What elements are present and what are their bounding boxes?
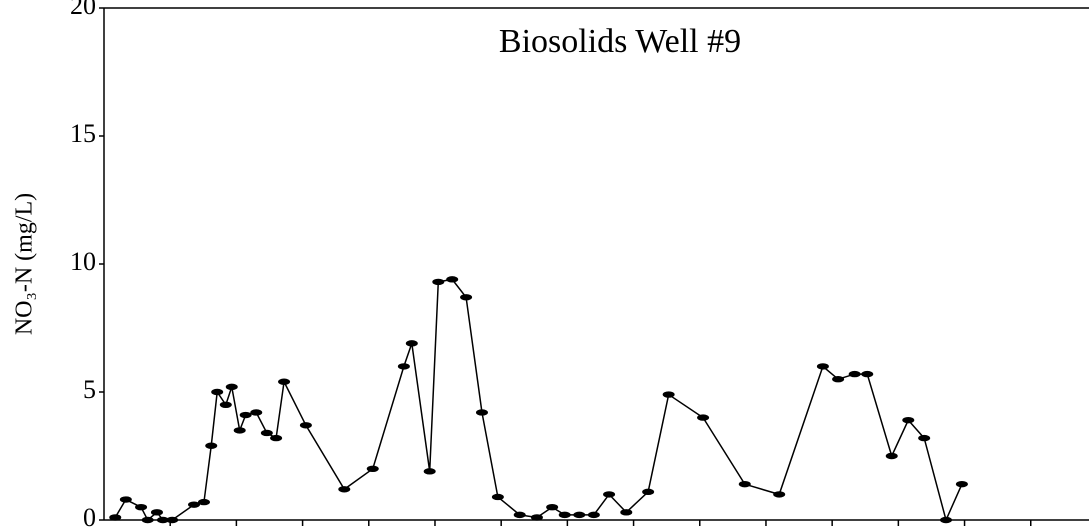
y-tick-label: 20 — [70, 0, 96, 20]
data-point — [432, 278, 445, 286]
data-point — [225, 383, 238, 391]
data-point — [405, 340, 418, 347]
data-point — [156, 516, 169, 524]
data-point — [662, 391, 675, 398]
data-point — [205, 442, 218, 449]
data-point — [366, 465, 379, 472]
data-point — [642, 488, 655, 496]
data-point — [446, 276, 459, 283]
data-point — [299, 422, 312, 429]
data-point — [397, 363, 410, 370]
data-point — [233, 427, 246, 434]
data-point — [902, 416, 915, 424]
data-point — [773, 491, 786, 498]
y-axis-label: NO₃-N (mg/L) — [12, 193, 38, 335]
y-tick-label: 15 — [70, 119, 96, 148]
data-point — [530, 514, 543, 521]
data-point — [109, 514, 122, 521]
y-tick-label: 10 — [70, 247, 96, 276]
data-point — [513, 511, 526, 519]
data-point — [338, 486, 351, 493]
data-point — [918, 434, 931, 442]
data-point — [885, 452, 898, 460]
data-point — [219, 401, 232, 408]
data-point — [832, 376, 845, 383]
data-point — [475, 409, 488, 416]
data-point — [620, 509, 633, 516]
data-point — [603, 491, 616, 498]
data-point — [423, 468, 436, 475]
data-point — [270, 434, 283, 442]
data-point — [697, 414, 710, 421]
data-point — [940, 516, 953, 524]
data-point — [738, 480, 751, 488]
data-point — [546, 504, 559, 511]
data-point — [955, 480, 968, 488]
data-point — [239, 411, 252, 419]
data-line — [114, 278, 963, 523]
data-point — [278, 378, 291, 385]
data-point — [135, 504, 148, 511]
data-point — [260, 429, 273, 437]
data-point — [558, 511, 571, 519]
data-point — [150, 509, 163, 516]
chart-title: Biosolids Well #9 — [499, 23, 741, 60]
data-point — [587, 511, 600, 519]
data-point — [166, 516, 179, 524]
data-point — [491, 493, 504, 501]
data-point — [197, 498, 210, 506]
data-point — [573, 511, 586, 519]
data-point — [188, 501, 201, 508]
y-tick-label: 0 — [83, 503, 96, 527]
data-point — [250, 409, 263, 416]
data-point — [460, 294, 473, 301]
data-point — [211, 388, 224, 396]
data-point — [861, 370, 874, 378]
data-point — [848, 370, 861, 378]
data-point — [141, 516, 154, 524]
y-tick-label: 5 — [83, 375, 96, 404]
data-point — [816, 363, 829, 370]
data-point — [119, 496, 132, 503]
